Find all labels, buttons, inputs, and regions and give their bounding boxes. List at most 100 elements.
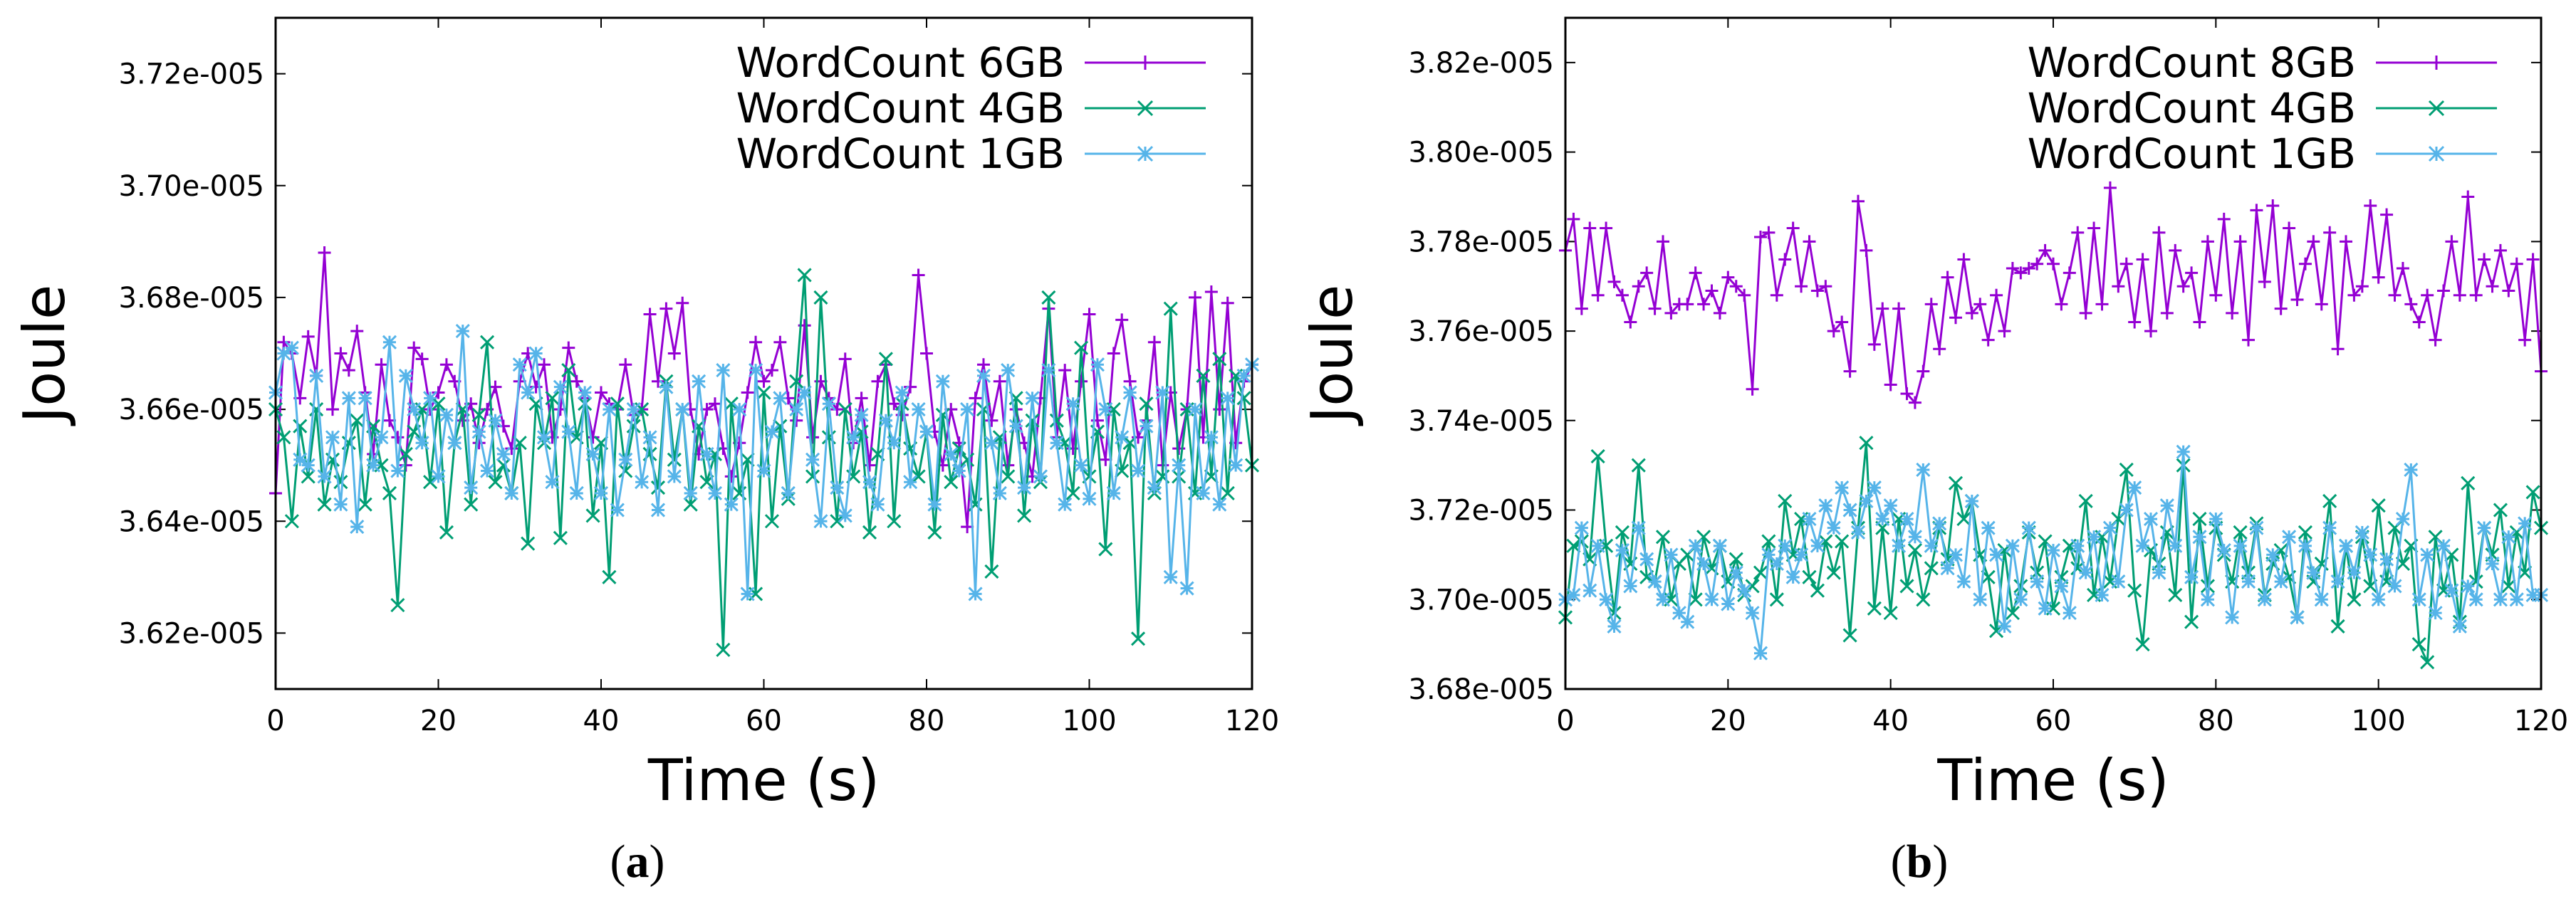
data-point — [1130, 631, 1146, 646]
series-wordcount-1gb — [1558, 444, 2549, 661]
data-point — [1746, 382, 1759, 396]
data-point — [439, 407, 454, 423]
data-point — [659, 302, 673, 315]
data-point — [911, 469, 926, 484]
data-point — [2079, 306, 2092, 320]
data-point — [2429, 333, 2442, 347]
data-point — [2387, 579, 2402, 594]
data-point — [830, 403, 844, 416]
data-point — [423, 391, 438, 406]
data-point — [821, 396, 836, 411]
data-point — [2396, 262, 2409, 275]
data-point — [1098, 402, 1113, 417]
data-point — [1769, 556, 1784, 572]
data-point — [2135, 637, 2150, 652]
data-point — [789, 374, 804, 389]
data-point — [1884, 378, 1897, 391]
data-point — [512, 357, 527, 372]
data-point — [1892, 538, 1907, 553]
data-point — [813, 514, 828, 529]
data-point — [878, 413, 893, 428]
data-point — [2095, 587, 2110, 603]
data-point — [1688, 538, 1703, 553]
data-point — [610, 503, 625, 517]
data-point — [1107, 347, 1120, 360]
data-point — [536, 430, 552, 445]
data-point — [1924, 538, 1939, 553]
data-point — [2371, 592, 2386, 607]
y-tick-label: 3.72e-005 — [119, 58, 264, 91]
x-tick-label: 120 — [2514, 705, 2568, 737]
data-point — [618, 452, 633, 467]
data-point — [602, 569, 617, 584]
data-point — [2013, 579, 2028, 594]
data-point — [488, 413, 503, 428]
data-point — [813, 290, 828, 305]
data-point — [1639, 552, 1654, 567]
data-point — [2184, 569, 2199, 584]
data-point — [2087, 530, 2102, 545]
data-point — [561, 363, 576, 378]
data-point — [479, 463, 495, 478]
data-point — [2363, 547, 2378, 562]
data-point — [676, 296, 689, 310]
data-point — [2347, 565, 2362, 580]
data-point — [1933, 342, 1946, 356]
data-point — [2233, 235, 2247, 248]
data-point — [919, 424, 934, 439]
data-point — [1058, 497, 1073, 512]
y-tick-label: 3.70e-005 — [1409, 584, 1554, 616]
data-point — [1843, 364, 1857, 378]
data-point — [1236, 391, 1251, 406]
data-point — [2437, 284, 2450, 298]
data-point — [984, 436, 999, 451]
x-axis-label: Time (s) — [1936, 747, 2169, 814]
data-point — [2233, 538, 2248, 553]
data-point — [1025, 391, 1040, 406]
data-point — [1835, 480, 1850, 495]
data-point — [1196, 485, 1211, 501]
data-point — [1041, 363, 1056, 378]
data-point — [773, 391, 788, 406]
data-point — [2193, 315, 2206, 329]
data-point — [1826, 565, 1841, 580]
data-point — [2509, 592, 2524, 607]
data-point — [1163, 301, 1178, 316]
data-point — [374, 430, 389, 445]
data-point — [650, 480, 666, 495]
data-point — [350, 413, 365, 428]
data-point — [1728, 552, 1743, 567]
data-point — [920, 347, 933, 360]
data-point — [724, 497, 739, 512]
data-point — [2404, 462, 2419, 478]
data-point — [2510, 257, 2523, 270]
data-point — [521, 536, 536, 551]
series-line — [274, 251, 1253, 528]
data-point — [585, 446, 600, 462]
data-point — [2420, 547, 2435, 562]
data-point — [1065, 396, 1080, 411]
data-point — [2404, 298, 2418, 311]
data-point — [862, 525, 877, 540]
data-point — [407, 341, 421, 354]
data-point — [1155, 385, 1170, 400]
data-point — [341, 391, 356, 406]
data-point — [912, 268, 925, 282]
data-point — [756, 463, 771, 478]
data-point — [1147, 335, 1161, 349]
data-point — [432, 386, 445, 399]
data-point — [870, 497, 885, 512]
x-tick-label: 20 — [420, 705, 457, 737]
data-point — [1058, 364, 1072, 377]
data-point — [2315, 298, 2328, 311]
data-point — [1583, 221, 1597, 235]
data-point — [1778, 538, 1793, 553]
data-point — [2128, 315, 2142, 329]
data-point — [805, 469, 820, 484]
legend-marker — [2428, 145, 2445, 162]
data-point — [2388, 288, 2402, 302]
data-point — [2005, 606, 2020, 621]
data-point — [756, 385, 771, 400]
legend-label: WordCount 8GB — [2028, 38, 2356, 87]
data-point — [969, 391, 982, 405]
